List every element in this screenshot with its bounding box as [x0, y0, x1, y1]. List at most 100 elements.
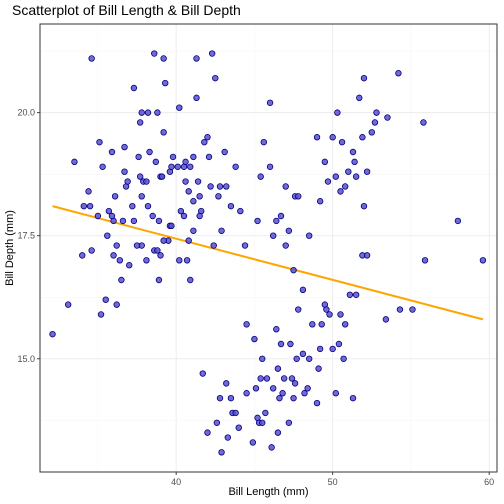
data-point [304, 385, 311, 392]
data-point [218, 227, 225, 234]
data-point [190, 153, 197, 161]
data-point [118, 276, 125, 284]
data-point [205, 153, 213, 161]
data-point [190, 198, 197, 205]
data-point [299, 350, 307, 358]
data-point [277, 212, 285, 220]
data-point [162, 79, 169, 87]
data-point [210, 242, 217, 249]
data-point [49, 330, 56, 338]
data-point [196, 212, 203, 220]
data-point [237, 207, 244, 215]
data-point [421, 257, 429, 264]
data-point [88, 247, 95, 254]
data-point [116, 257, 124, 264]
data-point [360, 74, 368, 82]
data-point [155, 276, 163, 284]
data-point [212, 74, 219, 82]
data-point [180, 212, 188, 220]
data-point [259, 355, 266, 362]
data-point [345, 168, 352, 175]
data-point [273, 326, 280, 333]
data-point [108, 148, 116, 156]
data-point [64, 301, 72, 308]
data-point [154, 247, 161, 254]
data-point [324, 178, 332, 185]
data-point [290, 266, 297, 274]
data-point [263, 375, 271, 382]
data-point [221, 148, 228, 156]
data-point [177, 207, 185, 215]
data-point [301, 390, 308, 397]
data-point [176, 104, 183, 111]
data-point [85, 188, 92, 195]
data-point [218, 449, 225, 456]
data-point [187, 163, 194, 170]
data-point [251, 335, 258, 343]
data-point [334, 109, 341, 116]
data-point [382, 316, 390, 323]
data-point [356, 94, 363, 102]
data-point [254, 217, 261, 225]
data-point [104, 232, 111, 239]
x-axis-title: Bill Length (mm) [228, 486, 308, 498]
data-point [351, 158, 358, 166]
data-point [359, 134, 366, 141]
data-point [208, 50, 216, 57]
data-point [318, 321, 325, 328]
data-point [346, 291, 354, 298]
data-point [243, 321, 250, 328]
data-point [143, 178, 150, 185]
data-point [293, 355, 300, 362]
y-axis-title: Bill Depth (mm) [4, 210, 16, 286]
data-point [111, 193, 119, 200]
data-point [309, 321, 316, 328]
data-point [340, 355, 347, 362]
data-point [158, 173, 166, 180]
data-point [133, 242, 141, 249]
data-point [149, 212, 156, 220]
data-point [349, 394, 357, 402]
data-point [280, 375, 288, 382]
data-point [352, 173, 360, 180]
data-point [187, 276, 194, 284]
data-point [80, 202, 88, 210]
data-point [102, 296, 109, 303]
data-point [232, 409, 239, 417]
x-tick-label: 60 [484, 477, 494, 487]
data-point [313, 399, 321, 407]
data-point [368, 129, 375, 136]
data-point [194, 178, 202, 185]
data-point [183, 257, 191, 264]
data-point [160, 129, 167, 136]
data-point [129, 202, 136, 210]
data-point [288, 375, 296, 382]
data-point [196, 193, 203, 200]
plot-panel [39, 23, 498, 473]
data-point [337, 188, 344, 195]
data-point [119, 217, 127, 225]
data-point [341, 321, 349, 328]
data-point [130, 84, 138, 92]
data-point [232, 163, 239, 170]
data-point [274, 429, 282, 436]
data-point [260, 138, 268, 146]
y-tick-label: 17.5 [17, 231, 35, 241]
data-point [99, 163, 106, 170]
y-tick-label: 20.0 [17, 108, 35, 118]
data-point [88, 55, 95, 62]
data-point [396, 306, 404, 313]
data-point [257, 173, 264, 180]
data-point [291, 380, 299, 387]
data-point [276, 394, 283, 402]
data-point [363, 168, 371, 175]
data-point [136, 119, 144, 126]
data-point [269, 385, 277, 392]
data-point [295, 193, 302, 200]
data-point [130, 217, 138, 225]
data-point [235, 424, 242, 431]
data-point [160, 55, 167, 62]
data-point [151, 50, 158, 57]
data-point [313, 134, 321, 141]
data-point [193, 55, 200, 62]
